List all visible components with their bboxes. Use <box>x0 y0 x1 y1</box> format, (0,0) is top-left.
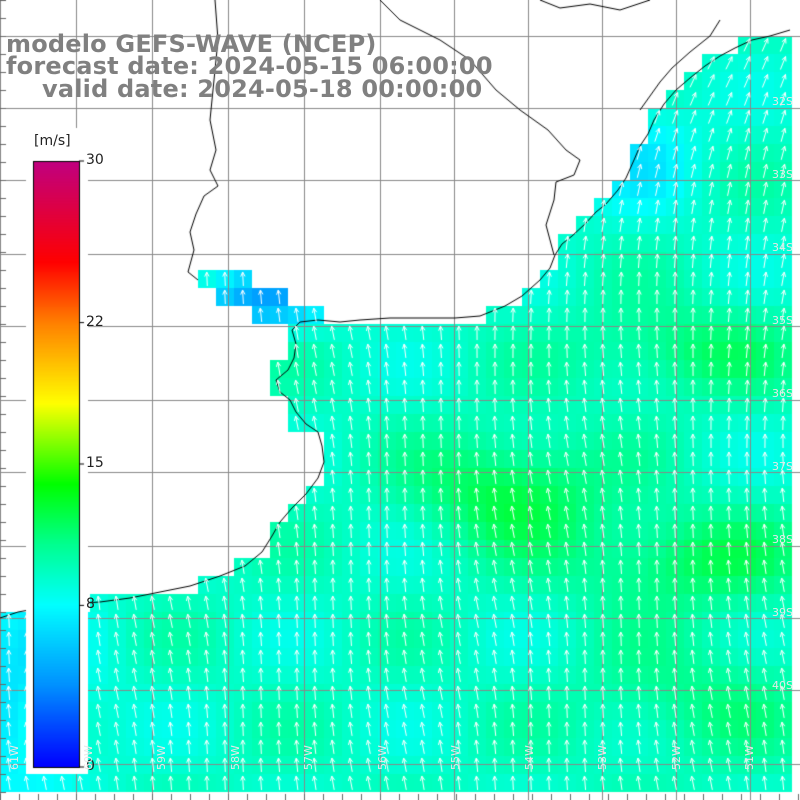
longitude-label: 58W <box>228 745 242 770</box>
longitude-label: 51W <box>743 745 756 770</box>
colorbar-tick-label: 15 <box>86 455 104 471</box>
valid-date: valid date: 2024-05-18 00:00:00 <box>42 75 483 103</box>
latitude-label: 35S <box>772 314 793 327</box>
longitude-label: 61W <box>8 745 21 770</box>
latitude-label: 38S <box>772 533 793 546</box>
latitude-label: 39S <box>772 606 793 619</box>
longitude-label: 57W <box>302 745 315 770</box>
latitude-label: 37S <box>772 460 793 473</box>
longitude-label: 56W <box>375 745 389 770</box>
longitude-label: 55W <box>449 745 462 770</box>
latitude-label: 36S <box>772 387 793 400</box>
latitude-label: 40S <box>772 679 793 692</box>
colorbar-tick-label: 22 <box>86 313 104 330</box>
longitude-label: 52W <box>669 745 683 770</box>
latitude-label: 33S <box>772 168 793 181</box>
forecast-date: forecast date: 2024-05-15 06:00:00 <box>6 52 493 80</box>
latitude-label: 32S <box>772 95 793 108</box>
colorbar-tick-label: 30 <box>86 152 104 168</box>
latitude-label: 34S <box>772 241 793 254</box>
model-title: modelo GEFS-WAVE (NCEP) <box>6 30 377 58</box>
colorbar-tick-label: 8 <box>86 596 95 613</box>
longitude-label: 59W <box>155 745 168 770</box>
longitude-label: 60W <box>81 745 95 770</box>
longitude-label: 54W <box>522 745 536 770</box>
colorbar-tick-label: 0 <box>86 758 95 774</box>
longitude-label: 53W <box>596 745 609 770</box>
colorbar-unit: [m/s] <box>34 133 71 149</box>
